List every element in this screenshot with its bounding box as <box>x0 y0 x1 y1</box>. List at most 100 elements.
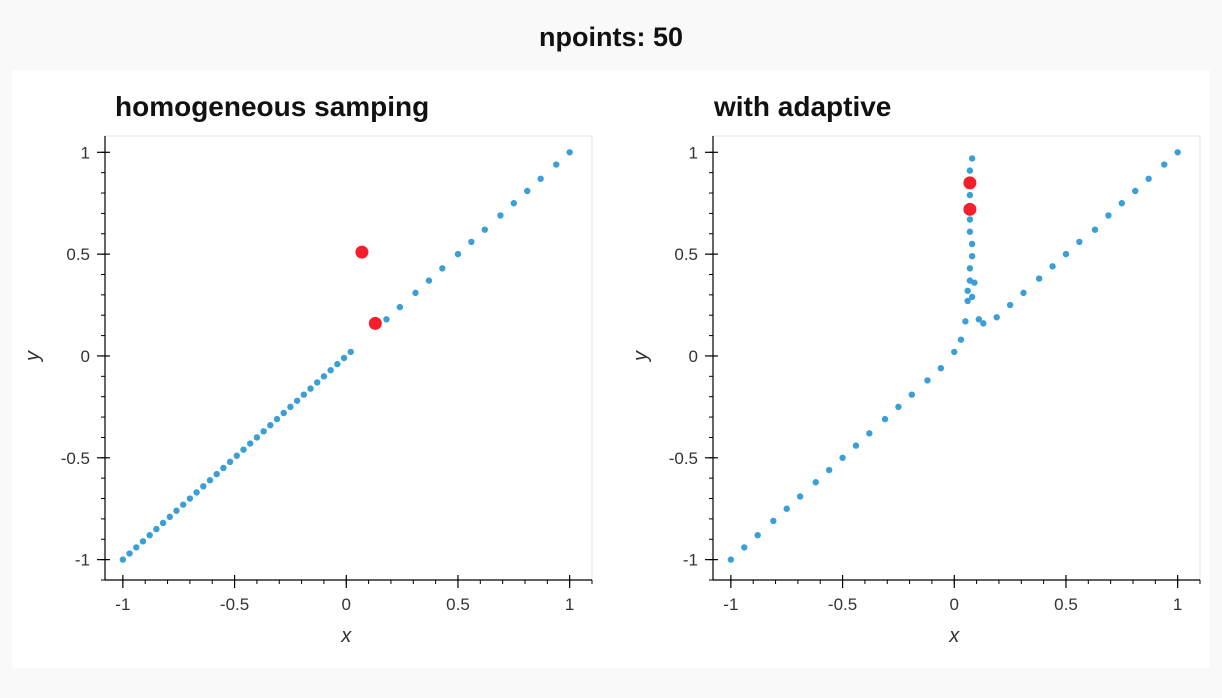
x-tick-label: -1 <box>115 595 130 614</box>
chart-panel-2: with adaptive -1 -0.5 0 0.5 1 -1 -0.5 0 0.5 1 x y <box>630 91 1201 647</box>
sample-point <box>1145 175 1152 182</box>
sample-point <box>975 316 983 323</box>
sample-point <box>825 466 833 474</box>
sample-point <box>1091 226 1099 233</box>
sample-point <box>468 238 475 246</box>
y-tick-label: -1 <box>683 551 698 570</box>
sample-point <box>226 458 234 466</box>
sample-point <box>260 428 267 435</box>
y-tick-label: 0.5 <box>674 245 698 264</box>
sample-point <box>839 454 846 461</box>
sample-point <box>968 252 976 260</box>
sample-point <box>119 556 127 563</box>
sample-point <box>796 493 804 500</box>
x-tick-label: -0.5 <box>220 595 249 614</box>
sample-point <box>754 531 761 539</box>
y-tick-label: 1 <box>689 143 698 162</box>
sample-point <box>481 226 488 233</box>
sample-point <box>280 409 287 417</box>
chart-title: with adaptive <box>713 91 891 122</box>
sample-point <box>957 336 965 343</box>
x-tick-label: 0.5 <box>446 595 470 614</box>
sample-point <box>314 379 321 386</box>
sample-point <box>537 175 544 182</box>
sample-point <box>741 544 748 551</box>
sample-point <box>966 167 974 174</box>
sample-point <box>1118 200 1126 207</box>
sample-point <box>966 265 974 272</box>
sample-point <box>126 550 133 557</box>
sample-point <box>1174 149 1181 156</box>
sample-point <box>153 525 160 533</box>
sample-point <box>220 464 227 472</box>
sample-point <box>340 354 348 362</box>
x-tick-label: 0 <box>342 595 351 614</box>
x-tick-label: 1 <box>565 595 574 614</box>
x-tick-label: -1 <box>723 595 738 614</box>
sample-point <box>881 415 889 423</box>
sample-point <box>267 422 274 429</box>
page-title: npoints: 50 <box>538 22 683 52</box>
sample-point <box>307 385 314 392</box>
sample-point <box>1049 263 1056 270</box>
y-tick-label: -1 <box>75 551 90 570</box>
sample-point <box>951 348 958 356</box>
sample-point <box>396 303 404 311</box>
charts-svg: homogeneous samping -1 -0.5 0 0.5 1 -1 -0.5 0 0.5… <box>22 91 1201 647</box>
sample-point <box>1035 275 1043 282</box>
sample-point <box>159 519 167 527</box>
y-tick-label: -0.5 <box>669 449 698 468</box>
chart-title: homogeneous samping <box>115 91 429 122</box>
sample-point <box>1161 161 1168 168</box>
sample-point <box>727 556 735 563</box>
highlight-point <box>368 316 382 330</box>
sample-point <box>133 544 140 551</box>
sample-point <box>852 442 860 449</box>
sample-point <box>497 212 504 219</box>
sample-point <box>895 403 902 411</box>
y-tick-label: -0.5 <box>61 449 90 468</box>
sample-point <box>770 517 777 525</box>
sample-point <box>1132 187 1139 195</box>
sample-point <box>439 265 446 272</box>
sample-point <box>971 279 978 286</box>
x-axis-label: x <box>340 625 352 647</box>
sample-point <box>425 277 433 284</box>
sample-point <box>1105 212 1112 219</box>
sample-point <box>937 364 945 372</box>
sample-point <box>200 483 207 490</box>
highlight-point <box>963 176 977 190</box>
sample-point <box>524 187 531 195</box>
y-axis-label: y <box>630 350 652 363</box>
sample-point <box>206 477 214 484</box>
sample-point <box>287 403 294 411</box>
sample-point <box>1006 301 1014 309</box>
sample-point <box>966 191 974 199</box>
sample-point <box>347 348 354 356</box>
x-tick-label: 0 <box>950 595 959 614</box>
sample-point <box>213 470 220 478</box>
sample-point <box>179 501 187 508</box>
sample-point <box>186 495 194 502</box>
sample-point <box>993 314 1000 321</box>
x-tick-label: -0.5 <box>828 595 857 614</box>
highlight-point <box>963 202 977 216</box>
sample-point <box>553 161 560 168</box>
highlight-point <box>355 245 369 259</box>
plot-area: homogeneous samping -1 -0.5 0 0.5 1 -1 -0.5 0 0.5… <box>12 70 1210 668</box>
x-tick-label: 0.5 <box>1054 595 1078 614</box>
y-tick-label: 1 <box>81 143 90 162</box>
y-tick-label: 0 <box>81 347 90 366</box>
x-axis-label: x <box>948 625 960 647</box>
sample-point <box>1020 289 1027 297</box>
sample-point <box>412 289 419 297</box>
sample-point <box>146 531 153 539</box>
sample-point <box>173 507 180 514</box>
sample-point <box>1062 250 1070 258</box>
sample-point <box>966 216 974 223</box>
sample-point <box>454 250 462 258</box>
sample-point <box>566 149 573 156</box>
sample-point <box>968 155 976 162</box>
y-tick-label: 0 <box>689 347 698 366</box>
sample-point <box>166 513 173 521</box>
